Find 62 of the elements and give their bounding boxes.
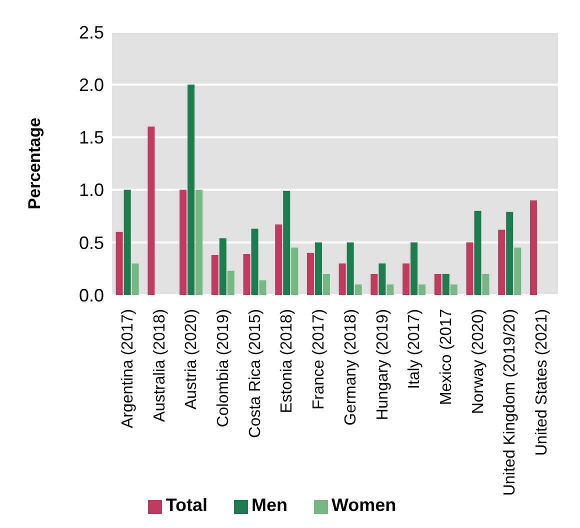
bar — [378, 263, 386, 295]
bar — [346, 242, 354, 295]
bar — [275, 224, 282, 295]
y-tick-label: 0.0 — [78, 285, 104, 306]
y-tick-label: 1.5 — [78, 128, 104, 148]
x-tick-label: Norway (2020) — [470, 309, 487, 414]
bar — [418, 284, 426, 295]
x-tick-label: Costa Rica (2015) — [246, 309, 264, 438]
x-tick-label: Mexico (2017 — [438, 308, 455, 406]
bar — [530, 200, 537, 295]
bar — [180, 190, 187, 295]
bar — [116, 232, 123, 295]
bar — [466, 242, 474, 295]
bar — [442, 274, 450, 295]
bar — [338, 263, 346, 295]
y-tick-label: 1.0 — [78, 180, 104, 200]
bar — [251, 228, 258, 295]
bar — [386, 284, 394, 295]
bar — [196, 190, 203, 295]
bar — [410, 242, 418, 295]
bar — [291, 248, 298, 295]
y-tick-label: 0.5 — [78, 232, 104, 253]
bar — [211, 255, 218, 295]
x-tick-label: United Kingdom (2019/20) — [502, 309, 519, 496]
bar — [219, 238, 226, 295]
bar — [306, 252, 314, 295]
x-tick-label: Colombia (2019) — [215, 309, 232, 428]
bar — [188, 84, 195, 295]
x-tick-label: Argentina (2017) — [119, 309, 136, 428]
bar — [259, 280, 266, 295]
bar — [148, 126, 155, 295]
bar — [482, 274, 490, 295]
x-tick-label: United States (2021) — [534, 309, 551, 456]
x-tick-label: Australia (2018) — [151, 309, 168, 422]
bar — [402, 263, 410, 295]
y-tick-label: 2.0 — [78, 74, 104, 95]
x-tick-label: Germany (2018) — [342, 309, 360, 426]
bar — [498, 230, 506, 295]
bar — [474, 210, 482, 295]
bar — [506, 212, 514, 295]
x-tick-label: Hungary (2019) — [374, 309, 392, 420]
bar — [124, 190, 131, 295]
y-tick-label: 2.5 — [78, 22, 104, 42]
bar — [314, 242, 322, 295]
bar — [434, 274, 442, 295]
x-tick-label: Italy (2017) — [406, 309, 424, 390]
bar — [354, 284, 362, 295]
x-tick-label: Austria (2020) — [183, 309, 200, 410]
y-axis-title: Percentage — [25, 118, 44, 210]
x-tick-label: Estonia (2018) — [278, 309, 296, 414]
legend-label: Men — [252, 495, 288, 515]
legend-label: Total — [166, 495, 208, 515]
x-tick-label: France (2017) — [310, 309, 328, 410]
bar — [322, 274, 330, 295]
bar — [227, 270, 234, 295]
bar — [514, 248, 522, 295]
bar — [370, 274, 378, 295]
legend-label: Women — [332, 495, 396, 515]
bar — [283, 190, 290, 295]
bar — [132, 263, 139, 295]
bar — [243, 254, 250, 295]
bar — [450, 284, 458, 295]
